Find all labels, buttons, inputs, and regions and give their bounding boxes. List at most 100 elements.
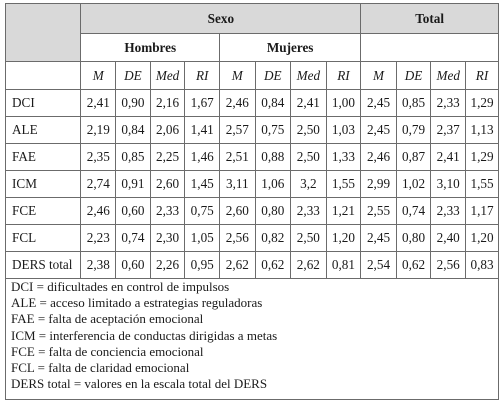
note-line: FCE = falta de conciencia emocional [11, 343, 204, 359]
group-header-sexo: Sexo [80, 3, 362, 34]
table-cell: 0,60 [115, 251, 151, 279]
table-cell: 0,74 [115, 224, 151, 252]
stat-header: Med [290, 61, 327, 90]
stat-header: DE [115, 61, 151, 90]
table-cell: 2,33 [430, 197, 467, 225]
stat-header: M [219, 61, 256, 90]
table-cell: 1,00 [325, 89, 362, 117]
table-cell: 2,41 [80, 89, 117, 117]
table-cell: 0,81 [325, 251, 362, 279]
table-cell: 1,06 [254, 170, 292, 198]
note-line: DERS total = valores en la escala total … [11, 376, 268, 392]
table-cell: 2,33 [430, 89, 467, 117]
table-cell: 2,46 [219, 89, 256, 117]
table-cell: 2,60 [219, 197, 256, 225]
table-row: DERS total 2,38 0,60 2,26 0,95 2,62 0,62 2,62 0,… [4, 251, 499, 279]
row-label: FCL [4, 224, 82, 252]
table-cell: 2,46 [360, 143, 397, 171]
table-cell: 3,11 [219, 170, 256, 198]
table-row: ICM 2,74 0,91 2,60 1,45 3,11 1,06 3,2 1,55 2,99 1,… [4, 170, 499, 198]
table-cell: 2,56 [219, 224, 256, 252]
table-cell: 2,45 [360, 116, 397, 144]
table-cell: 2,35 [80, 143, 117, 171]
table-cell: 0,60 [115, 197, 151, 225]
table-row: FCL 2,23 0,74 2,30 1,05 2,56 0,82 2,50 1,20 2,45 0… [4, 224, 499, 252]
note-line: ALE = acceso limitado a estrategias regu… [11, 295, 263, 311]
table-cell: 1,21 [325, 197, 362, 225]
corner-cell [4, 3, 82, 62]
table-cell: 2,54 [360, 251, 397, 279]
table-cell: 0,84 [254, 89, 292, 117]
table-cell: 0,85 [115, 143, 151, 171]
table-row: FAE 2,35 0,85 2,25 1,46 2,51 0,88 2,50 1,33 2,46 0… [4, 143, 499, 171]
stat-header: DE [254, 61, 292, 90]
table-cell: 1,29 [465, 143, 499, 171]
table-cell: 0,83 [465, 251, 499, 279]
table-cell: 0,62 [395, 251, 432, 279]
row-label: ALE [4, 116, 82, 144]
table-cell: 0,95 [184, 251, 221, 279]
table-cell: 0,79 [395, 116, 432, 144]
table-cell: 2,33 [149, 197, 186, 225]
note-line: FCL = falta de claridad emocional [11, 360, 190, 376]
subheader-hombres: Hombres [80, 33, 221, 62]
table-cell: 2,57 [219, 116, 256, 144]
table-cell: 2,30 [149, 224, 186, 252]
note-line: ICM = interferencia de conductas dirigid… [11, 327, 278, 343]
row-label: FCE [4, 197, 82, 225]
table-cell: 0,87 [395, 143, 432, 171]
table-cell: 2,51 [219, 143, 256, 171]
table-cell: 2,50 [290, 116, 327, 144]
table-cell: 0,80 [395, 224, 432, 252]
table-notes: DCI = dificultades en control de impulso… [11, 279, 277, 392]
table-cell: 1,46 [184, 143, 221, 171]
table-cell: 0,88 [254, 143, 292, 171]
header-row-subgroups: Hombres Mujeres [6, 33, 499, 62]
table-cell: 0,75 [184, 197, 221, 225]
table-cell: 0,74 [395, 197, 432, 225]
table-cell: 2,37 [430, 116, 467, 144]
stat-header: RI [465, 61, 499, 90]
row-label: DERS total [4, 251, 82, 279]
table-cell: 0,90 [115, 89, 151, 117]
stat-label-blank [4, 61, 82, 90]
table-cell: 2,62 [290, 251, 327, 279]
table-cell: 2,06 [149, 116, 186, 144]
table-cell: 0,62 [254, 251, 292, 279]
table-cell: 2,45 [360, 89, 397, 117]
table-cell: 3,10 [430, 170, 467, 198]
stat-header: Med [430, 61, 467, 90]
statistics-table: Sexo Total Hombres Mujeres M DE Med RI M DE Me… [4, 3, 499, 279]
note-line: FAE = falta de aceptación emocional [11, 311, 204, 327]
table-cell: 2,25 [149, 143, 186, 171]
table-cell: 1,02 [395, 170, 432, 198]
table-cell: 2,45 [360, 224, 397, 252]
table-cell: 2,99 [360, 170, 397, 198]
table-body: DCI 2,41 0,90 2,16 1,67 2,46 0,84 2,41 1,00 2,45 0… [4, 89, 499, 279]
table-cell: 2,62 [219, 251, 256, 279]
table-cell: 2,60 [149, 170, 186, 198]
table-cell: 2,74 [80, 170, 117, 198]
subheader-mujeres: Mujeres [219, 33, 362, 62]
table-cell: 2,56 [430, 251, 467, 279]
stat-header: RI [184, 61, 221, 90]
table-cell: 3,2 [290, 170, 327, 198]
stat-header: RI [325, 61, 362, 90]
table-cell: 1,33 [325, 143, 362, 171]
table-row: FCE 2,46 0,60 2,33 0,75 2,60 0,80 2,33 1,21 2,55 0… [4, 197, 499, 225]
header-row-groups: Sexo Total [4, 3, 499, 62]
note-line: DCI = dificultades en control de impulso… [11, 279, 230, 294]
group-header-total: Total [360, 3, 499, 34]
stat-header: Med [149, 61, 186, 90]
table-cell: 2,50 [290, 143, 327, 171]
table-cell: 0,84 [115, 116, 151, 144]
table-cell: 2,40 [430, 224, 467, 252]
table-cell: 2,23 [80, 224, 117, 252]
table-cell: 1,20 [325, 224, 362, 252]
stat-header: M [80, 61, 117, 90]
table-cell: 1,67 [184, 89, 221, 117]
table-cell: 0,75 [254, 116, 292, 144]
table-cell: 1,13 [465, 116, 499, 144]
table-cell: 1,03 [325, 116, 362, 144]
table-cell: 1,17 [465, 197, 499, 225]
